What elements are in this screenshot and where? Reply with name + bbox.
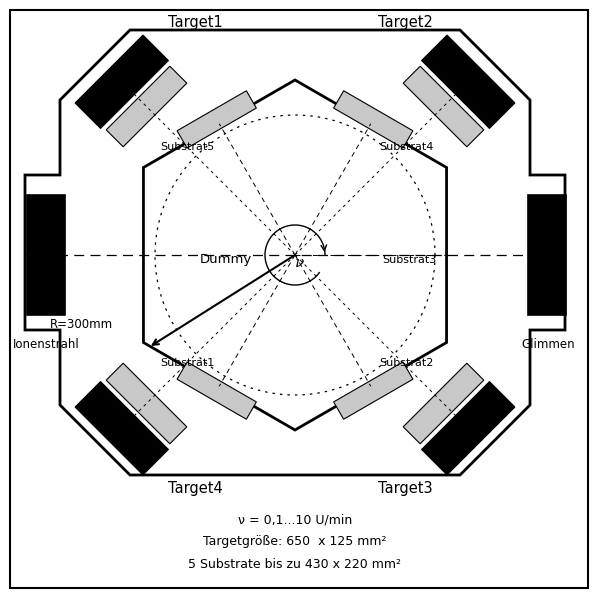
Polygon shape	[403, 66, 484, 147]
Polygon shape	[177, 91, 256, 148]
Text: Target1: Target1	[167, 14, 223, 29]
Text: Dummy: Dummy	[200, 253, 252, 266]
Text: Substrat5: Substrat5	[160, 142, 214, 152]
Bar	[533, 200, 553, 310]
Text: Substrat3: Substrat3	[382, 255, 437, 265]
Polygon shape	[177, 362, 256, 419]
Text: Target3: Target3	[377, 481, 433, 496]
Text: Substrat1: Substrat1	[160, 358, 214, 368]
Polygon shape	[106, 66, 187, 147]
Polygon shape	[422, 382, 515, 475]
Bar	[27, 195, 65, 315]
Text: ν: ν	[295, 256, 305, 270]
Polygon shape	[75, 35, 169, 128]
Text: Target2: Target2	[377, 14, 433, 29]
Text: ν = 0,1...10 U/min: ν = 0,1...10 U/min	[238, 514, 352, 527]
Polygon shape	[143, 80, 446, 430]
Text: Glimmen: Glimmen	[521, 338, 575, 352]
Polygon shape	[75, 382, 169, 475]
Text: Substrat4: Substrat4	[379, 142, 433, 152]
Polygon shape	[25, 30, 565, 475]
Polygon shape	[334, 91, 413, 148]
Polygon shape	[334, 362, 413, 419]
Text: 5 Substrate bis zu 430 x 220 mm²: 5 Substrate bis zu 430 x 220 mm²	[188, 557, 401, 571]
Text: Ionenstrahl: Ionenstrahl	[13, 338, 79, 352]
Bar	[528, 195, 566, 315]
Polygon shape	[422, 35, 515, 128]
Polygon shape	[403, 363, 484, 444]
Polygon shape	[106, 363, 187, 444]
Text: Substrat2: Substrat2	[379, 358, 433, 368]
Text: R=300mm: R=300mm	[50, 318, 113, 331]
Text: Targetgröße: 650  x 125 mm²: Targetgröße: 650 x 125 mm²	[203, 535, 387, 548]
Text: Target4: Target4	[167, 481, 223, 496]
